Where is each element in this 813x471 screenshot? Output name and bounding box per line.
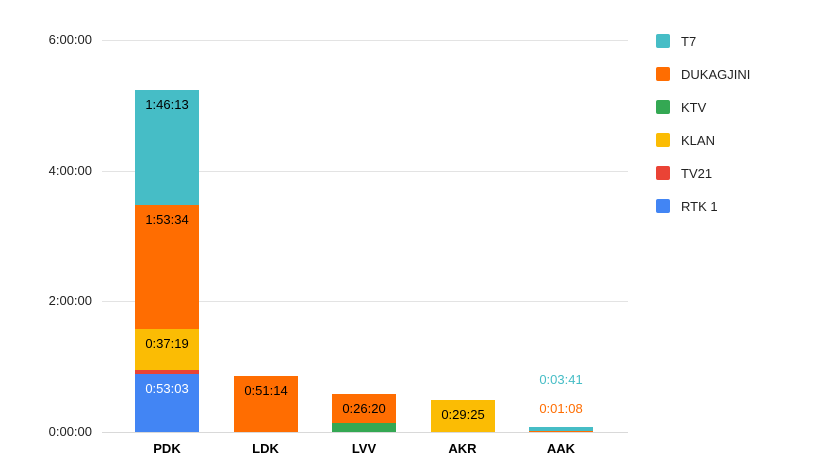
legend-item-t7: T7: [656, 33, 696, 49]
legend-item-dukagjini: DUKAGJINI: [656, 66, 750, 82]
bar-segment-tv21[interactable]: [135, 370, 199, 374]
legend-label: TV21: [681, 165, 713, 181]
data-label-outside: 0:03:41: [539, 372, 583, 387]
legend-swatch-icon: [656, 166, 670, 180]
y-axis-tick-label: 4:00:00: [48, 163, 92, 178]
x-axis-category-label: LVV: [351, 441, 377, 456]
bar-segment-dukagjini[interactable]: [234, 376, 298, 432]
y-axis-tick-label: 6:00:00: [48, 32, 92, 47]
x-axis-category-label: AAK: [546, 441, 576, 456]
legend-item-klan: KLAN: [656, 132, 715, 148]
bar-segment-dukagjini[interactable]: [332, 394, 396, 423]
data-label: 0:51:14: [244, 383, 288, 398]
x-axis-category-label: PDK: [153, 441, 181, 456]
legend-label: RTK 1: [681, 198, 718, 214]
legend-swatch-icon: [656, 34, 670, 48]
y-gridline: [102, 40, 628, 41]
legend-label: T7: [681, 33, 697, 49]
bar-segment-klan[interactable]: [431, 400, 495, 432]
legend-swatch-icon: [656, 199, 670, 213]
legend-item-tv21: TV21: [656, 165, 712, 181]
bar-segment-dukagjini[interactable]: [529, 431, 593, 432]
bar-segment-dukagjini[interactable]: [135, 205, 199, 329]
data-label: 1:53:34: [145, 212, 189, 227]
legend-label: DUKAGJINI: [681, 66, 751, 82]
legend-item-ktv: KTV: [656, 99, 706, 115]
legend-swatch-icon: [656, 133, 670, 147]
bar-segment-t7[interactable]: [135, 90, 199, 205]
legend-label: KTV: [681, 99, 707, 115]
data-label: 0:29:25: [441, 407, 485, 422]
bar-segment-ktv[interactable]: [332, 423, 396, 432]
data-label: 0:53:03: [145, 381, 189, 396]
data-label-outside: 0:01:08: [539, 401, 583, 416]
y-axis-tick-label: 2:00:00: [48, 293, 92, 308]
x-axis-category-label: AKR: [448, 441, 477, 456]
y-gridline: [102, 301, 628, 302]
x-axis-category-label: LDK: [252, 441, 279, 456]
legend-label: KLAN: [681, 132, 715, 148]
legend-item-rtk-1: RTK 1: [656, 198, 718, 214]
bar-segment-t7[interactable]: [529, 427, 593, 431]
data-label: 0:37:19: [145, 336, 189, 351]
data-label: 1:46:13: [145, 97, 189, 112]
data-label: 0:26:20: [342, 401, 386, 416]
bar-segment-klan[interactable]: [135, 329, 199, 370]
legend-swatch-icon: [656, 100, 670, 114]
y-gridline: [102, 171, 628, 172]
y-gridline: [102, 432, 628, 433]
y-axis-tick-label: 0:00:00: [48, 424, 92, 439]
legend-swatch-icon: [656, 67, 670, 81]
bar-segment-rtk-1[interactable]: [135, 374, 199, 432]
